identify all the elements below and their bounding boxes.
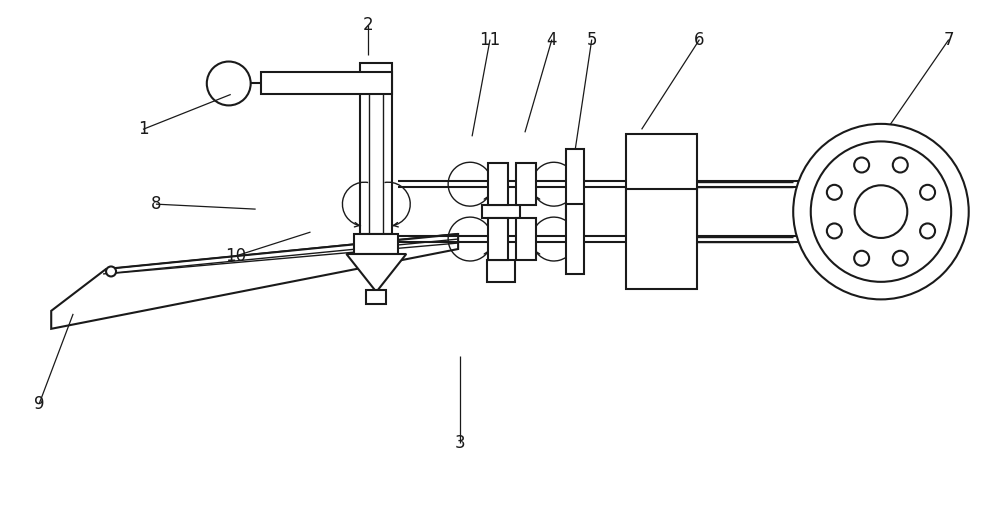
Bar bbox=[354, 234, 398, 254]
Polygon shape bbox=[346, 254, 406, 292]
Text: 8: 8 bbox=[151, 195, 161, 213]
Circle shape bbox=[207, 62, 251, 105]
Text: 5: 5 bbox=[587, 31, 597, 49]
Text: 3: 3 bbox=[455, 434, 465, 452]
Bar bbox=[516, 218, 536, 260]
Circle shape bbox=[855, 185, 907, 238]
Bar bbox=[516, 163, 536, 205]
Text: 2: 2 bbox=[363, 15, 374, 33]
Circle shape bbox=[893, 157, 908, 173]
Bar bbox=[482, 205, 520, 218]
Circle shape bbox=[811, 141, 951, 282]
Bar bbox=[626, 134, 697, 234]
Text: 1: 1 bbox=[138, 120, 148, 138]
Text: 6: 6 bbox=[694, 31, 705, 49]
Circle shape bbox=[827, 224, 842, 238]
Circle shape bbox=[827, 185, 842, 200]
Bar bbox=[487, 260, 515, 282]
Text: 11: 11 bbox=[479, 31, 501, 49]
Bar bbox=[566, 149, 584, 219]
Bar bbox=[626, 189, 697, 289]
Circle shape bbox=[893, 251, 908, 266]
Polygon shape bbox=[51, 234, 458, 329]
Circle shape bbox=[920, 224, 935, 238]
Text: 4: 4 bbox=[547, 31, 557, 49]
Bar bbox=[566, 204, 584, 274]
Text: 10: 10 bbox=[225, 247, 246, 265]
Bar bbox=[360, 63, 392, 234]
Bar bbox=[488, 163, 508, 205]
Circle shape bbox=[793, 124, 969, 299]
Circle shape bbox=[854, 251, 869, 266]
Bar bbox=[366, 290, 386, 304]
Circle shape bbox=[920, 185, 935, 200]
Circle shape bbox=[854, 157, 869, 173]
Text: 9: 9 bbox=[34, 395, 44, 413]
Bar bbox=[261, 72, 392, 95]
Bar bbox=[488, 218, 508, 260]
Circle shape bbox=[106, 266, 116, 277]
Text: 7: 7 bbox=[944, 31, 954, 49]
